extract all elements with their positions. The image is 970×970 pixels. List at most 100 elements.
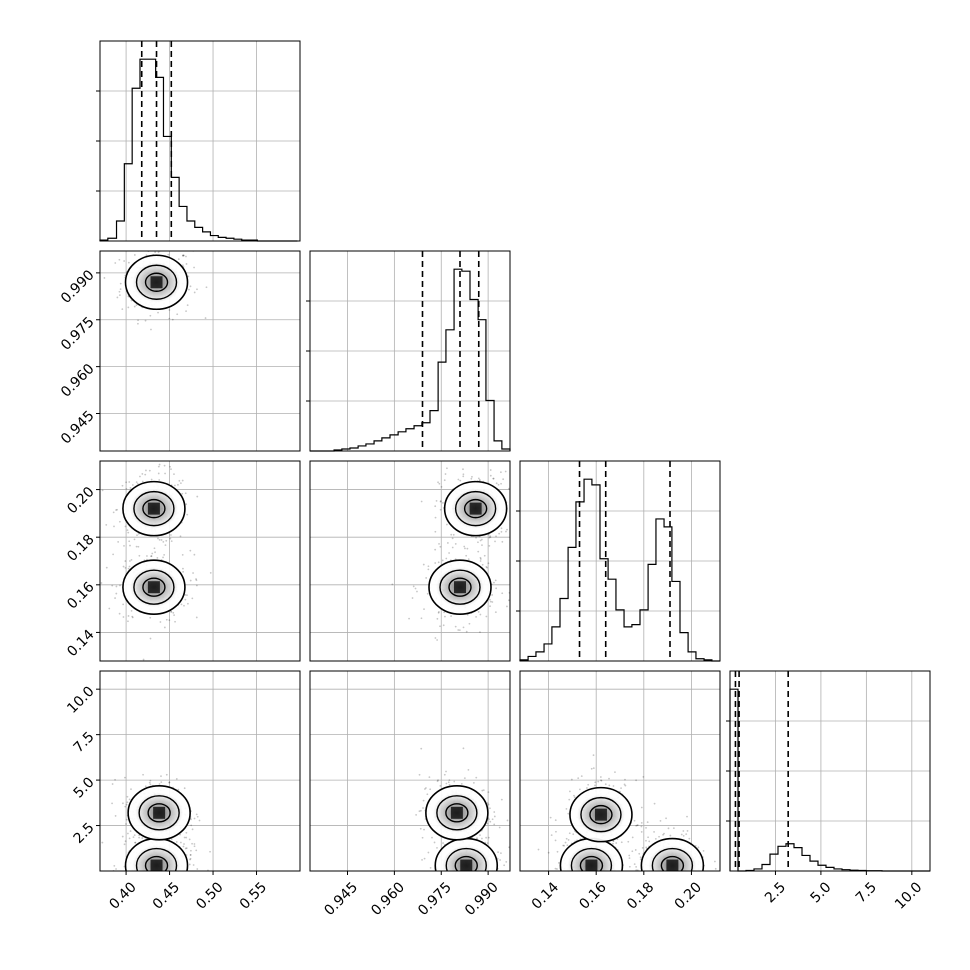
density-mode bbox=[640, 837, 705, 871]
x-tick-label: 0.960 bbox=[368, 879, 408, 919]
contour-inner bbox=[142, 577, 166, 597]
x-tick-label: 0.990 bbox=[462, 879, 502, 919]
sample-points bbox=[100, 463, 212, 661]
density-peak bbox=[153, 806, 166, 819]
y-ticks bbox=[726, 720, 730, 822]
density-mode bbox=[122, 559, 186, 615]
density-peak bbox=[150, 859, 163, 871]
y-tick-label: 0.16 bbox=[64, 579, 97, 612]
histogram-steps bbox=[729, 688, 930, 872]
y-tick-label: 2.5 bbox=[71, 820, 98, 847]
density-peak bbox=[454, 581, 466, 594]
y-ticks bbox=[96, 90, 100, 192]
y-tick-label: 7.5 bbox=[71, 729, 98, 756]
panel-frame bbox=[99, 670, 301, 872]
joint-panel-1-3 bbox=[309, 670, 511, 872]
density-peak bbox=[147, 502, 160, 515]
x-tick-label: 0.18 bbox=[624, 879, 657, 912]
joint-panel-0-1 bbox=[99, 250, 301, 452]
y-tick-label: 0.20 bbox=[64, 484, 97, 517]
histogram-panel-1 bbox=[306, 250, 511, 452]
contour-middle bbox=[436, 795, 478, 831]
histogram-panel-2 bbox=[516, 460, 721, 662]
contour-middle bbox=[135, 264, 178, 300]
density-peak bbox=[147, 581, 160, 594]
contour-middle bbox=[570, 847, 613, 871]
panel-frame bbox=[519, 670, 721, 872]
contour-middle bbox=[580, 796, 622, 833]
contour-inner bbox=[463, 498, 488, 519]
histogram-steps bbox=[519, 478, 720, 662]
contour-inner bbox=[147, 803, 171, 823]
density-mode bbox=[124, 254, 189, 311]
y-ticks bbox=[516, 510, 520, 612]
x-tick-label: 7.5 bbox=[853, 879, 880, 906]
x-tick-label: 0.40 bbox=[106, 879, 139, 912]
x-tick-label: 0.50 bbox=[193, 879, 226, 912]
contour-inner bbox=[579, 855, 604, 871]
contour-middle bbox=[445, 847, 487, 871]
x-tick-label: 0.975 bbox=[415, 879, 455, 919]
density-mode bbox=[425, 785, 489, 841]
joint-grid bbox=[310, 461, 510, 661]
density-peak bbox=[585, 859, 598, 871]
panel-frame bbox=[99, 40, 301, 242]
contour-middle bbox=[133, 569, 175, 605]
joint-panel-2-3 bbox=[519, 670, 721, 872]
contour-inner bbox=[142, 498, 166, 519]
contour-middle bbox=[651, 847, 694, 871]
histogram-grid bbox=[310, 251, 510, 451]
y-tick-label: 0.14 bbox=[64, 627, 97, 660]
density-mode bbox=[428, 559, 492, 615]
contour-middle bbox=[135, 847, 178, 871]
contour-inner bbox=[144, 855, 169, 871]
contour-inner bbox=[448, 577, 472, 597]
density-peak bbox=[450, 806, 463, 819]
panel-frame bbox=[729, 670, 931, 872]
panel-frame bbox=[309, 460, 511, 662]
x-tick-label: 2.5 bbox=[762, 879, 789, 906]
density-peak bbox=[150, 276, 163, 289]
histogram-panel-3 bbox=[726, 670, 931, 872]
density-peak bbox=[666, 859, 679, 871]
x-tick-label: 0.45 bbox=[150, 879, 183, 912]
density-mode bbox=[122, 480, 186, 537]
y-tick-label: 0.945 bbox=[58, 408, 98, 448]
contour-middle bbox=[138, 795, 180, 831]
contour-middle bbox=[454, 490, 497, 527]
panel-frame bbox=[99, 460, 301, 662]
panel-frame bbox=[519, 460, 721, 662]
density-mode bbox=[124, 837, 189, 871]
x-tick-label: 0.20 bbox=[672, 879, 705, 912]
joint-panel-0-3 bbox=[99, 670, 301, 872]
y-tick-label: 0.990 bbox=[58, 267, 98, 307]
x-tick-label: 10.0 bbox=[892, 879, 925, 912]
contour-inner bbox=[144, 272, 169, 292]
density-mode bbox=[127, 785, 191, 841]
joint-grid bbox=[520, 671, 720, 871]
x-tick-label: 0.55 bbox=[237, 879, 270, 912]
density-mode bbox=[443, 480, 508, 537]
density-mode bbox=[569, 786, 633, 843]
histogram-steps bbox=[99, 58, 298, 242]
y-tick-label: 5.0 bbox=[71, 774, 98, 801]
joint-panel-0-2 bbox=[99, 460, 301, 662]
y-tick-label: 0.960 bbox=[58, 361, 98, 401]
contour-middle bbox=[439, 569, 481, 605]
panel-frame bbox=[309, 670, 511, 872]
histogram-grid bbox=[100, 41, 300, 241]
joint-grid bbox=[100, 671, 300, 871]
joint-panel-1-2 bbox=[309, 460, 511, 662]
contour-inner bbox=[589, 804, 613, 825]
histogram-grid bbox=[730, 671, 930, 871]
panel-frame bbox=[309, 250, 511, 452]
contour-inner bbox=[445, 803, 469, 823]
y-tick-label: 0.975 bbox=[58, 314, 98, 354]
density-mode bbox=[559, 837, 624, 871]
histogram-panel-0 bbox=[96, 40, 301, 242]
y-ticks bbox=[306, 300, 310, 402]
y-tick-label: 10.0 bbox=[64, 684, 97, 717]
density-peak bbox=[594, 808, 607, 821]
contour-middle bbox=[133, 490, 175, 527]
